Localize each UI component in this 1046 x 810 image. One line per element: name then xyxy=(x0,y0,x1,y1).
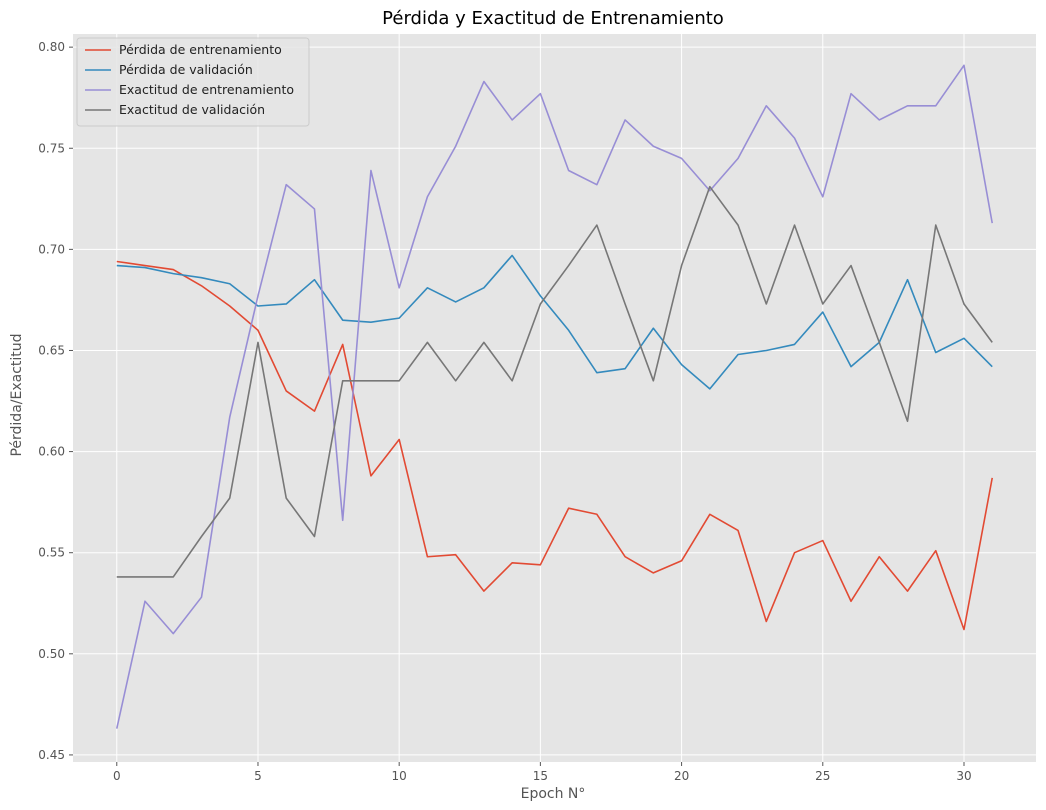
x-tick-label: 15 xyxy=(533,769,548,783)
y-tick-label: 0.75 xyxy=(38,141,65,155)
plot-area xyxy=(73,34,1036,762)
y-tick-label: 0.60 xyxy=(38,445,65,459)
x-tick-label: 5 xyxy=(254,769,262,783)
y-tick-label: 0.45 xyxy=(38,748,65,762)
y-tick-label: 0.80 xyxy=(38,40,65,54)
legend-entry: Exactitud de validación xyxy=(119,102,265,117)
x-tick-label: 25 xyxy=(815,769,830,783)
x-tick-label: 20 xyxy=(674,769,689,783)
y-tick-label: 0.50 xyxy=(38,647,65,661)
x-axis-label: Epoch N° xyxy=(521,786,586,802)
series-line-4 xyxy=(116,185,993,578)
legend-entry: Pérdida de validación xyxy=(119,62,253,77)
legend: Pérdida de entrenamiento Pérdida de valid… xyxy=(76,37,310,127)
gridlines xyxy=(73,34,1036,762)
legend-box xyxy=(76,37,310,127)
x-tick-label: 10 xyxy=(392,769,407,783)
series-layer xyxy=(115,64,994,729)
x-tick-label: 0 xyxy=(113,769,121,783)
series-line-3 xyxy=(115,64,994,729)
legend-entry: Pérdida de entrenamiento xyxy=(119,42,282,57)
y-tick-label: 0.65 xyxy=(38,343,65,357)
series-line-1 xyxy=(116,260,994,631)
chart-title: Pérdida y Exactitud de Entrenamiento xyxy=(382,8,724,29)
y-axis-label: Pérdida/Exactitud xyxy=(9,333,25,456)
y-tick-label: 0.55 xyxy=(38,546,65,560)
y-tick-label: 0.70 xyxy=(38,242,65,256)
x-tick-label: 30 xyxy=(956,769,971,783)
series-line-2 xyxy=(116,254,993,390)
tick-labels: 0 5 10 15 20 25 30 0.45 0.50 0.55 0.60 0.65 0.70 0.75… xyxy=(38,40,971,783)
legend-entry: Exactitud de entrenamiento xyxy=(119,82,294,97)
